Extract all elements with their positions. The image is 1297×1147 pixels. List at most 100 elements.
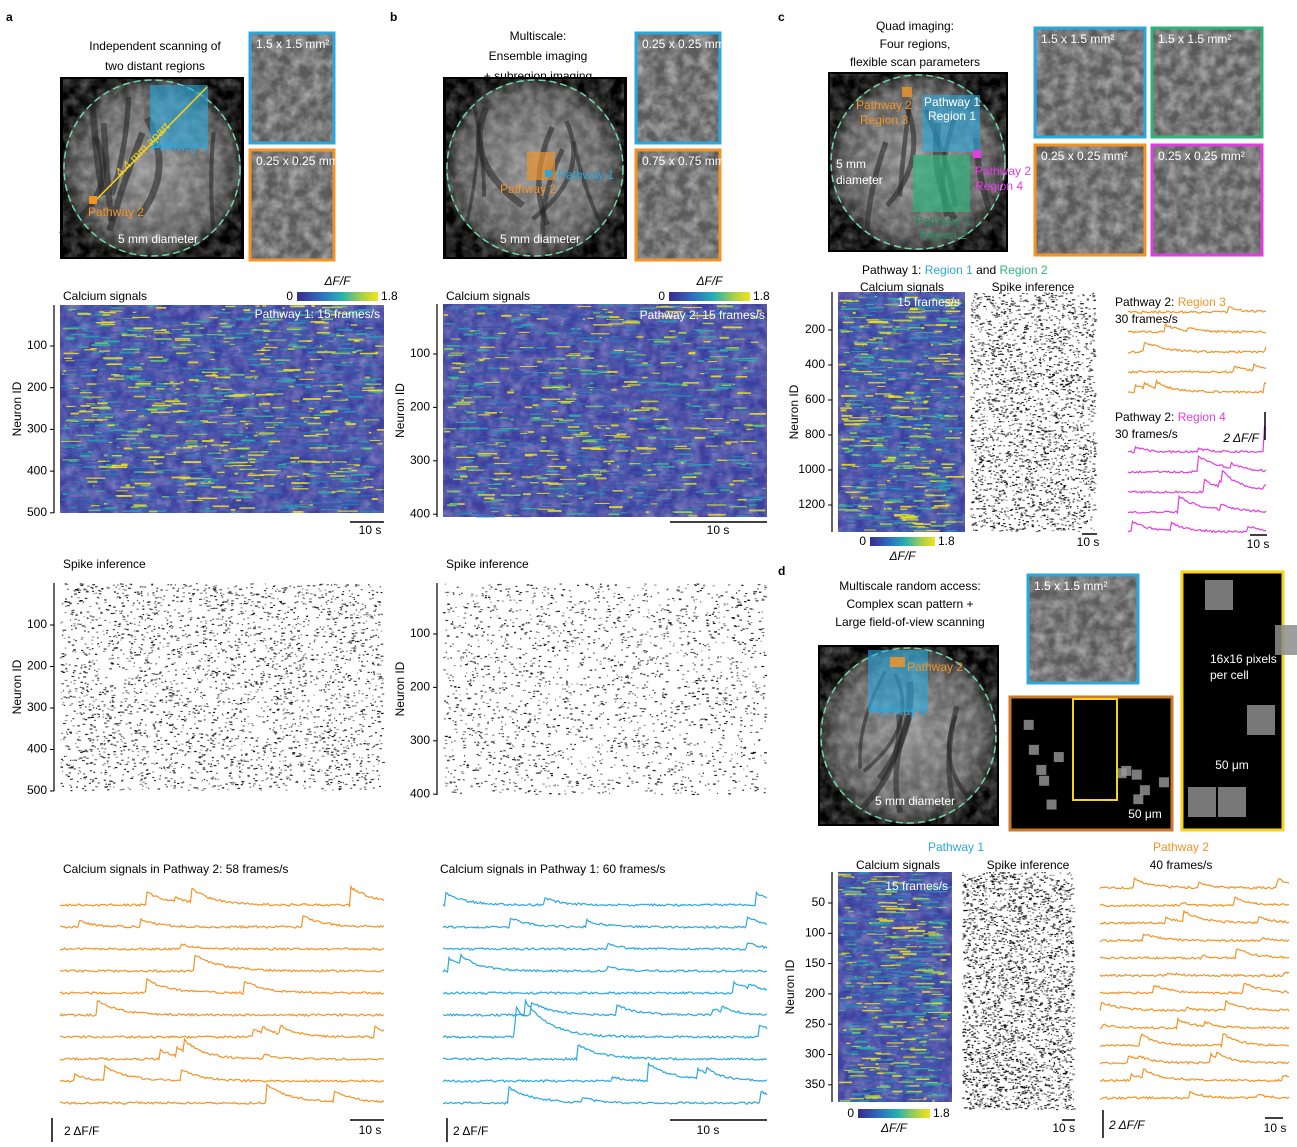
spike bbox=[238, 639, 240, 640]
heatmap-cell bbox=[325, 500, 332, 502]
spike bbox=[138, 680, 140, 681]
heatmap-cell bbox=[102, 306, 112, 307]
heatmap-cell bbox=[216, 409, 231, 410]
spike bbox=[236, 766, 238, 767]
heatmap-cell bbox=[106, 473, 118, 475]
spike bbox=[307, 738, 309, 739]
heatmap-cell bbox=[197, 395, 215, 397]
spike bbox=[89, 709, 92, 710]
spike bbox=[255, 774, 258, 775]
heatmap-cell bbox=[173, 385, 175, 387]
spike bbox=[85, 598, 88, 599]
spike bbox=[345, 679, 346, 680]
spike bbox=[363, 777, 364, 778]
spike bbox=[298, 755, 301, 756]
spike bbox=[174, 763, 177, 764]
spike bbox=[87, 684, 89, 685]
spike bbox=[270, 786, 272, 787]
heatmap-cell bbox=[133, 504, 146, 506]
spike bbox=[280, 751, 281, 752]
heatmap-cell bbox=[278, 507, 297, 508]
heatmap-cell bbox=[162, 368, 168, 370]
spike bbox=[130, 656, 132, 657]
spike bbox=[230, 724, 233, 725]
spike bbox=[89, 669, 90, 670]
heatmap-cell bbox=[270, 330, 279, 332]
heatmap-cell bbox=[324, 417, 337, 418]
spike bbox=[174, 706, 176, 707]
heatmap-cell bbox=[131, 477, 147, 478]
heatmap-cell bbox=[335, 408, 351, 409]
spike bbox=[372, 779, 374, 780]
spike bbox=[287, 612, 289, 613]
heatmap-cell bbox=[110, 467, 127, 468]
spike bbox=[131, 635, 133, 636]
spike bbox=[210, 608, 213, 609]
spike bbox=[248, 723, 249, 724]
spike bbox=[218, 742, 220, 743]
spike bbox=[253, 785, 254, 786]
heatmap-cell bbox=[191, 492, 194, 494]
spike bbox=[253, 594, 255, 595]
spike bbox=[121, 603, 123, 604]
spike bbox=[137, 693, 139, 694]
spike bbox=[364, 709, 365, 710]
spike bbox=[264, 612, 266, 613]
heatmap-cell bbox=[261, 449, 278, 450]
spike bbox=[351, 593, 352, 594]
heatmap-cell bbox=[132, 443, 144, 444]
spike bbox=[207, 671, 208, 672]
heatmap-cell bbox=[108, 318, 111, 319]
spike bbox=[256, 594, 259, 595]
spike bbox=[284, 644, 285, 645]
spike bbox=[364, 787, 366, 788]
spike bbox=[163, 638, 165, 639]
spike bbox=[340, 695, 342, 696]
spike bbox=[326, 642, 327, 643]
heatmap-cell bbox=[93, 376, 102, 377]
spike bbox=[206, 734, 207, 735]
heatmap-cell bbox=[329, 496, 333, 498]
spike bbox=[73, 672, 75, 673]
spike bbox=[161, 719, 162, 720]
spike bbox=[216, 649, 217, 650]
spike bbox=[188, 767, 190, 768]
spike bbox=[365, 789, 367, 790]
spike bbox=[143, 639, 145, 640]
spike bbox=[111, 685, 113, 686]
spike bbox=[296, 656, 298, 657]
spike bbox=[180, 648, 182, 649]
spike bbox=[227, 713, 229, 714]
spike bbox=[363, 623, 366, 624]
spike bbox=[377, 645, 379, 646]
spike bbox=[172, 724, 174, 725]
spike bbox=[352, 777, 354, 778]
spike bbox=[111, 744, 113, 745]
heatmap-cell bbox=[144, 377, 158, 378]
spike bbox=[366, 749, 369, 750]
heatmap-cell bbox=[174, 406, 192, 407]
spike bbox=[251, 601, 253, 602]
spike bbox=[221, 755, 223, 756]
heatmap-cell bbox=[197, 345, 200, 347]
spike bbox=[238, 654, 240, 655]
spike bbox=[91, 732, 93, 733]
spike bbox=[63, 723, 66, 724]
spike bbox=[295, 782, 298, 783]
spike bbox=[349, 641, 350, 642]
heatmap-cell bbox=[312, 481, 329, 483]
spike bbox=[378, 779, 379, 780]
spike bbox=[132, 751, 134, 752]
heatmap-cell bbox=[229, 401, 231, 402]
spike bbox=[291, 632, 292, 633]
spike bbox=[290, 775, 293, 776]
spike bbox=[218, 701, 220, 702]
heatmap-cell bbox=[120, 356, 137, 358]
spike bbox=[354, 742, 356, 743]
heatmap-cell bbox=[275, 401, 279, 402]
heatmap-cell bbox=[281, 483, 284, 485]
spike bbox=[92, 591, 94, 592]
spike bbox=[205, 639, 208, 640]
colorbar-tick: 0 bbox=[286, 289, 293, 303]
spike bbox=[241, 781, 243, 782]
